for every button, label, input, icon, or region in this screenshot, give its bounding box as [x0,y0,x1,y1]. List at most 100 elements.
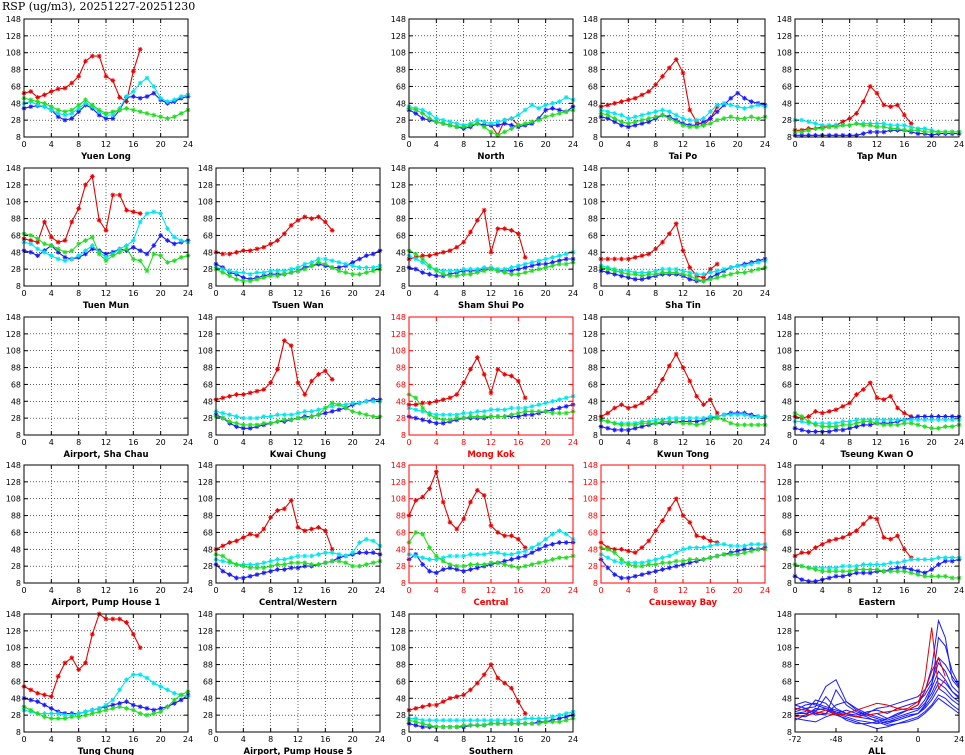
series-red-point [254,533,260,539]
series-green-point [563,410,569,416]
series-cyan-point [454,121,460,126]
series-cyan-point [529,260,535,265]
series-cyan-point [89,243,95,248]
y-tick-label: 128 [391,627,406,636]
series-blue-point [901,565,907,571]
series-green-point [481,414,487,419]
series-red-point [522,545,528,550]
series-red-point [309,378,315,384]
series-green-point [83,97,88,103]
series-cyan-point [854,563,859,569]
y-tick-label: 28 [782,414,792,423]
series-green-point [454,415,460,421]
series-blue-point [522,265,528,270]
series-red-point [687,378,693,384]
x-tick-label: 12 [293,586,303,595]
series-red-point [461,380,467,386]
y-tick-label: 108 [777,644,792,653]
series-green-point [515,122,521,128]
series-red-point [295,524,301,530]
series-blue-point [427,568,432,574]
series-red-point [888,104,894,110]
y-tick-label: 48 [588,99,598,108]
series-red-point [447,248,453,253]
series-green-point [612,268,618,274]
series-red-line [408,663,526,714]
y-tick-label: 68 [782,380,792,389]
series-cyan-point [721,412,727,418]
x-tick-label: 20 [733,140,743,149]
series-blue-point [76,109,82,115]
series-red-point [240,392,246,397]
series-cyan-point [522,405,528,411]
series-red-point [481,371,487,377]
series-green-point [515,721,521,726]
series-blue-point [96,112,102,118]
series-blue-point [605,270,611,275]
y-tick-label: 148 [391,461,406,470]
series-cyan-point [707,109,713,115]
series-red-point [28,89,34,94]
series-red-point [625,548,631,554]
series-cyan-point [895,560,900,566]
y-tick-label: 68 [11,528,21,537]
series-green-point [915,127,921,133]
y-tick-label: 88 [203,364,213,373]
series-blue-point [474,565,480,571]
series-green-point [363,270,369,275]
series-blue-point [936,414,941,419]
series-red-point [888,393,894,399]
series-cyan-point [673,112,679,118]
series-green-point [35,99,41,104]
x-tick-label: 16 [899,586,909,595]
series-blue-point [949,558,955,564]
x-tick-label: 8 [76,289,81,298]
y-tick-label: 48 [782,694,792,703]
series-cyan-point [536,105,542,111]
y-tick-label: 128 [391,32,406,41]
series-green-point [110,253,116,259]
series-green-point [543,558,549,564]
series-blue-point [922,414,928,419]
series-cyan-point [261,560,267,566]
series-green-point [509,412,514,418]
series-cyan-point [427,717,432,723]
series-green-point [625,271,631,277]
x-tick-label: 24 [375,735,385,744]
series-blue-point [536,261,542,267]
series-cyan-point [529,102,535,108]
x-tick-label: 8 [653,438,658,447]
series-red-point [495,530,501,535]
series-red-line [794,381,912,419]
series-blue-point [275,567,280,572]
series-red-point [302,214,308,220]
x-tick-label: 0 [598,140,603,149]
series-green-point [370,268,376,274]
x-tick-label: -24 [870,735,883,744]
series-cyan-point [275,412,280,418]
series-red-point [474,217,480,223]
x-tick-label: 12 [486,140,496,149]
series-cyan-point [288,555,294,561]
series-cyan-point [130,89,136,94]
series-cyan-point [556,712,562,718]
y-tick-label: 48 [11,99,21,108]
series-cyan-point [488,550,494,556]
x-tick-label: 24 [375,586,385,595]
x-tick-label: 8 [268,735,273,744]
series-green-point [888,422,894,428]
series-red-line [600,352,718,417]
series-red-point [322,528,328,534]
series-cyan-point [474,717,480,723]
series-green-point [357,271,362,277]
series-red-point [833,536,839,542]
series-green-point [653,114,659,120]
x-tick-label: 20 [156,140,166,149]
series-cyan-point [735,543,741,549]
series-green-point [495,721,501,726]
x-tick-label: 16 [320,289,330,298]
series-cyan-point [447,553,453,559]
x-tick-label: 16 [320,735,330,744]
y-tick-label: 48 [11,545,21,554]
y-tick-label: 108 [6,347,21,356]
